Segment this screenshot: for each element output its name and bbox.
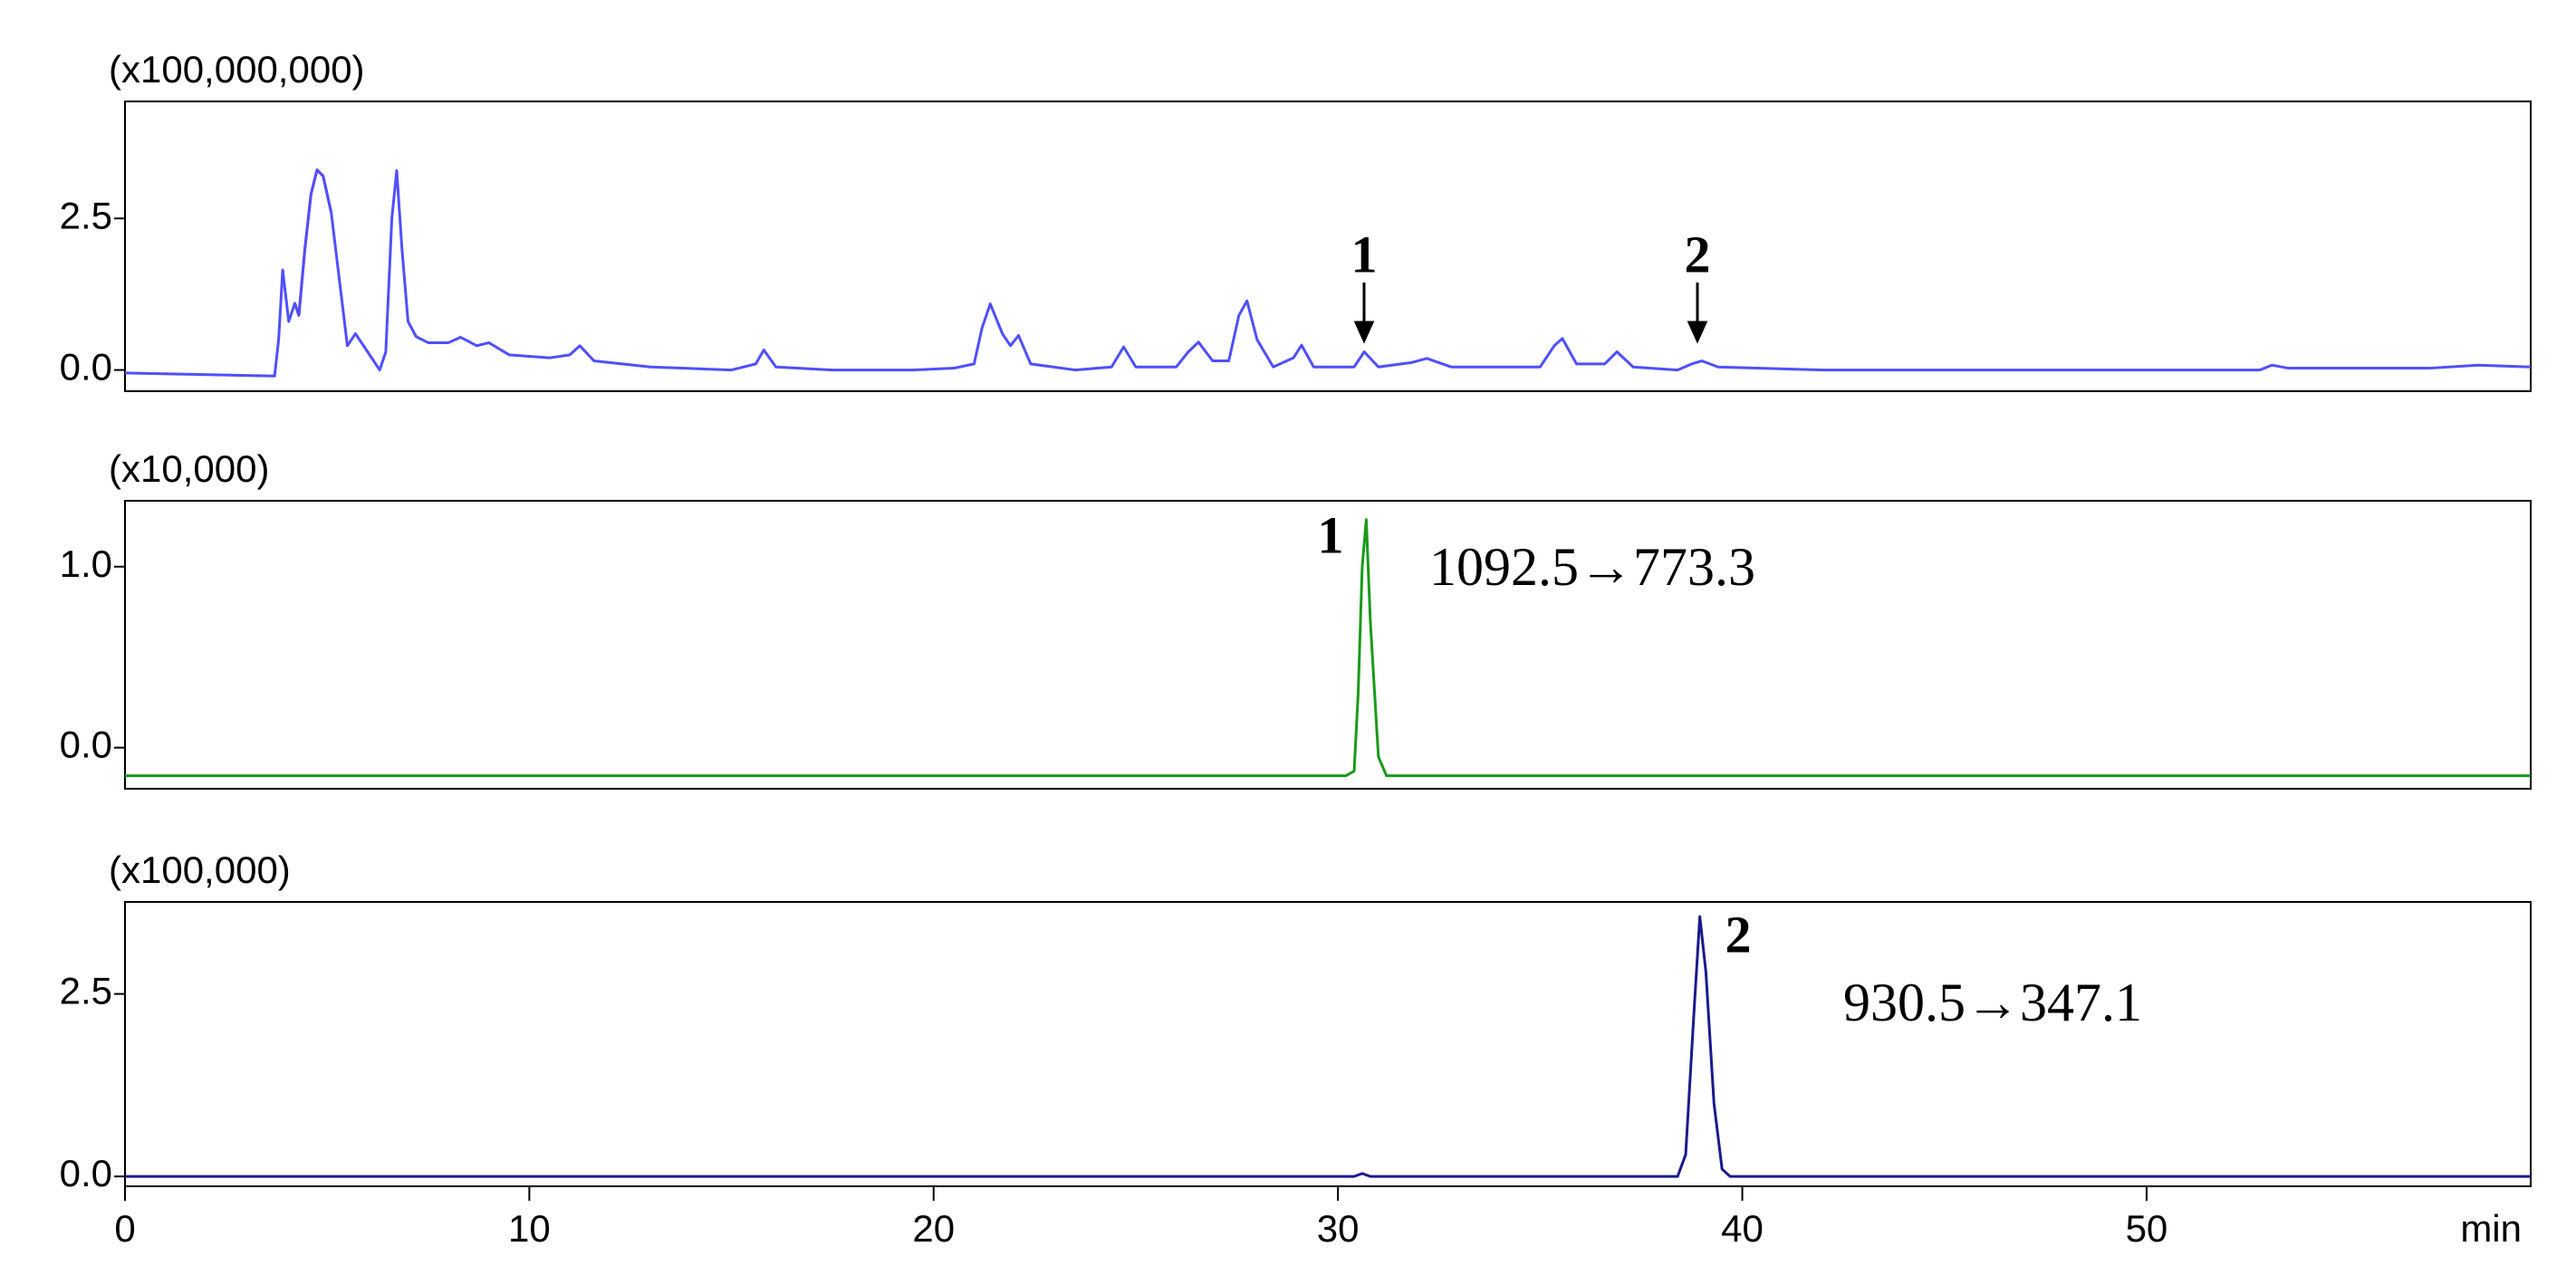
peak-label: 2: [1725, 905, 1752, 964]
peak-label: 1: [1351, 225, 1378, 283]
y-tick-label: 2.5: [60, 194, 112, 236]
plot-frame: [124, 500, 2532, 790]
plot-frame: [124, 101, 2532, 392]
y-tick-label: 0.0: [60, 346, 112, 388]
transition-label: 930.5→347.1: [1843, 973, 2142, 1032]
y-tick-label: 0.0: [60, 1152, 112, 1194]
x-tick-label: 0: [114, 1207, 135, 1250]
x-tick-label: 30: [1317, 1207, 1360, 1250]
x-tick-label: 40: [1721, 1207, 1764, 1250]
x-tick-label: 10: [508, 1207, 551, 1250]
y-tick-label: 0.0: [60, 724, 112, 766]
x-tick-label: 50: [2126, 1207, 2168, 1250]
trace: [125, 518, 2531, 778]
y-tick-label: 2.5: [60, 970, 112, 1012]
peak-label: 1: [1318, 505, 1344, 564]
peak-label: 2: [1685, 225, 1711, 283]
transition-label: 1092.5→773.3: [1429, 537, 1755, 597]
plot-frame: [124, 901, 2532, 1187]
y-tick-label: 1.0: [60, 542, 112, 585]
y-axis-scale: (x100,000,000): [109, 48, 365, 91]
arrow-head: [1353, 321, 1375, 344]
trace: [124, 168, 2532, 378]
x-tick-label: 20: [912, 1207, 955, 1250]
trace: [125, 915, 2531, 1178]
x-axis-label: min: [2460, 1207, 2522, 1250]
y-axis-scale: (x10,000): [109, 447, 269, 490]
arrow-head: [1687, 321, 1708, 344]
y-axis-scale: (x100,000): [109, 849, 291, 891]
arrows: [1353, 283, 1708, 344]
